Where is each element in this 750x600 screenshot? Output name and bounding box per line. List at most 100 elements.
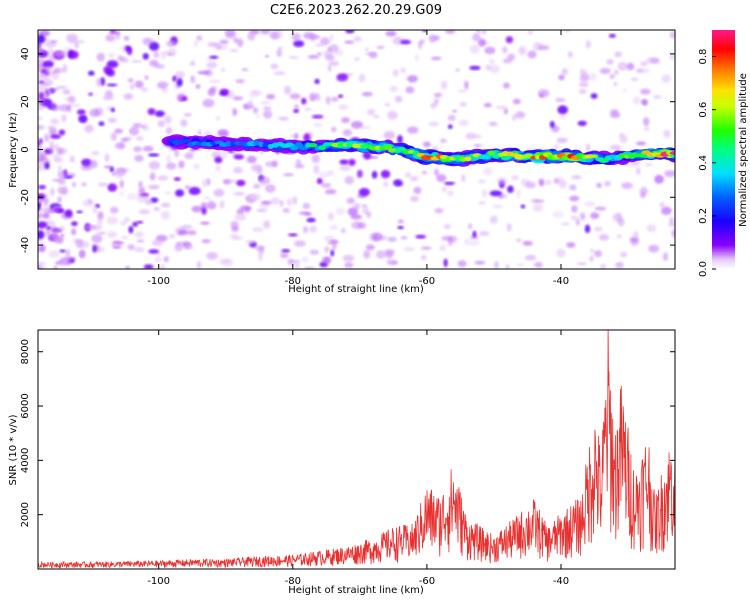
spectrogram-noise-blob (478, 231, 490, 236)
spectrogram-noise-blob (58, 225, 66, 232)
spectrogram-noise-blob (344, 175, 354, 185)
spectrogram-noise-blob (579, 212, 586, 221)
spectrogram-noise-blob (516, 238, 522, 243)
spectrogram-noise-blob (43, 200, 49, 207)
spectrogram-noise-blob (240, 205, 252, 211)
spectrogram-noise-blob (127, 193, 137, 201)
spectrogram-noise-blob (94, 107, 104, 116)
spectrogram-noise-blob (659, 202, 665, 208)
spectrogram-noise-blob (311, 154, 321, 164)
spectrogram-noise-blob (66, 33, 78, 43)
spectrogram-noise-blob (109, 167, 115, 173)
spectrogram-noise-blob (127, 244, 135, 251)
spectrogram-noise-blob (177, 229, 189, 235)
spectrogram-noise-blob (578, 89, 587, 94)
spectrogram-noise-blob (407, 75, 418, 83)
spectrogram-noise-blob (187, 149, 195, 155)
y-tick-label: 8000 (20, 339, 31, 364)
spectrogram-noise-blob (81, 182, 87, 187)
spectrogram-noise-blob (376, 250, 386, 259)
spectrogram-noise-blob (322, 256, 332, 265)
spectrogram-noise-blob (668, 222, 675, 227)
spectrogram-noise-blob (252, 227, 264, 232)
spectrogram-noise-blob (76, 109, 86, 115)
spectrogram-noise-blob (148, 161, 161, 170)
spectrogram-noise-blob (168, 234, 176, 239)
spectrogram-noise-blob (496, 177, 508, 185)
spectrogram-noise-blob (492, 204, 503, 209)
spectrogram-noise-blob (577, 262, 587, 266)
spectrogram-noise-blob (38, 72, 48, 81)
spectrogram-noise-blob (116, 55, 125, 61)
spectrogram-noise-blob (279, 199, 284, 207)
spectrogram-noise-blob (468, 239, 480, 247)
spectrogram-noise-blob (571, 205, 578, 213)
spectrogram-noise-blob (400, 39, 411, 45)
colorbar-tick-label: 0.6 (698, 102, 709, 118)
spectrogram-noise-blob (233, 191, 245, 196)
spectrogram-noise-blob (615, 261, 624, 269)
spectrogram-noise-blob (53, 265, 58, 269)
spectrogram-noise-blob (45, 66, 53, 74)
spectrogram-noise-blob (178, 160, 185, 169)
spectrogram-noise-blob (366, 211, 372, 219)
spectrogram-noise-blob (309, 34, 321, 40)
spectrogram-noise-blob (126, 46, 133, 56)
spectrogram-noise-blob (114, 173, 124, 179)
spectrogram-noise-blob (327, 65, 332, 72)
spectrogram-noise-blob (184, 152, 194, 160)
spectrogram-noise-blob (90, 151, 100, 156)
spectrogram-noise-blob (55, 261, 62, 265)
spectrogram-noise-blob (351, 221, 363, 230)
snr-plot-area (38, 330, 675, 569)
spectrogram-noise-blob (160, 211, 171, 220)
spectrogram-noise-blob (251, 90, 263, 96)
spectrogram-noise-blob (38, 68, 43, 72)
spectrogram-noise-blob (558, 115, 567, 120)
spectrogram-noise-blob (49, 134, 62, 139)
spectrogram-noise-blob (636, 68, 644, 73)
spectrogram-noise-blob (229, 48, 239, 53)
colorbar-tick-label: 0.4 (698, 155, 709, 171)
spectrogram-noise-blob (421, 170, 428, 175)
spectrogram-noise-blob (276, 49, 282, 58)
spectrogram-noise-blob (294, 163, 305, 169)
spectrogram-ridge-blob (487, 150, 495, 156)
spectrogram-noise-blob (558, 176, 564, 185)
spectrogram-noise-blob (358, 188, 370, 197)
spectrogram-noise-blob (119, 168, 130, 173)
spectrogram-noise-blob (353, 36, 362, 42)
spectrogram-noise-blob (646, 224, 657, 233)
spectrogram-noise-blob (516, 189, 521, 198)
spectrogram-noise-blob (331, 243, 337, 250)
spectrogram-noise-blob (520, 178, 531, 187)
spectrogram-noise-blob (609, 112, 621, 119)
spectrogram-noise-blob (273, 71, 286, 76)
spectrogram-noise-blob (148, 184, 160, 190)
spectrogram-noise-blob (589, 72, 597, 81)
spectrogram-noise-blob (134, 154, 144, 162)
spectrogram-noise-blob (467, 223, 473, 230)
spectrogram-noise-blob (215, 165, 221, 172)
spectrogram-noise-blob (256, 208, 268, 213)
spectrogram-noise-blob (241, 68, 249, 72)
spectrogram-noise-blob (441, 235, 453, 241)
spectrogram-ridge-blob (482, 154, 491, 160)
spectrogram-noise-blob (459, 102, 467, 107)
spectrogram-noise-blob (436, 174, 447, 183)
spectrogram-noise-blob (133, 247, 145, 252)
spectrogram-noise-blob (555, 97, 566, 103)
spectrogram-noise-blob (294, 240, 306, 247)
spectrogram-noise-blob (431, 56, 442, 61)
spectrogram-noise-blob (191, 205, 204, 213)
spectrogram-noise-blob (48, 250, 60, 258)
spectrogram-noise-blob (105, 34, 116, 42)
spectrogram-noise-blob (108, 31, 121, 35)
spectrogram-noise-blob (226, 179, 237, 184)
spectrogram-noise-blob (110, 107, 115, 113)
spectrogram-noise-blob (175, 189, 185, 197)
spectrogram-noise-blob (61, 114, 67, 122)
spectrogram-noise-blob (43, 198, 50, 203)
spectrogram-noise-blob (88, 92, 93, 96)
spectrogram-noise-blob (341, 117, 350, 124)
